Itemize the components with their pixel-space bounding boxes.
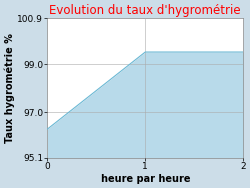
Title: Evolution du taux d'hygrométrie: Evolution du taux d'hygrométrie (50, 4, 241, 17)
X-axis label: heure par heure: heure par heure (100, 174, 190, 184)
Y-axis label: Taux hygrométrie %: Taux hygrométrie % (4, 33, 15, 143)
